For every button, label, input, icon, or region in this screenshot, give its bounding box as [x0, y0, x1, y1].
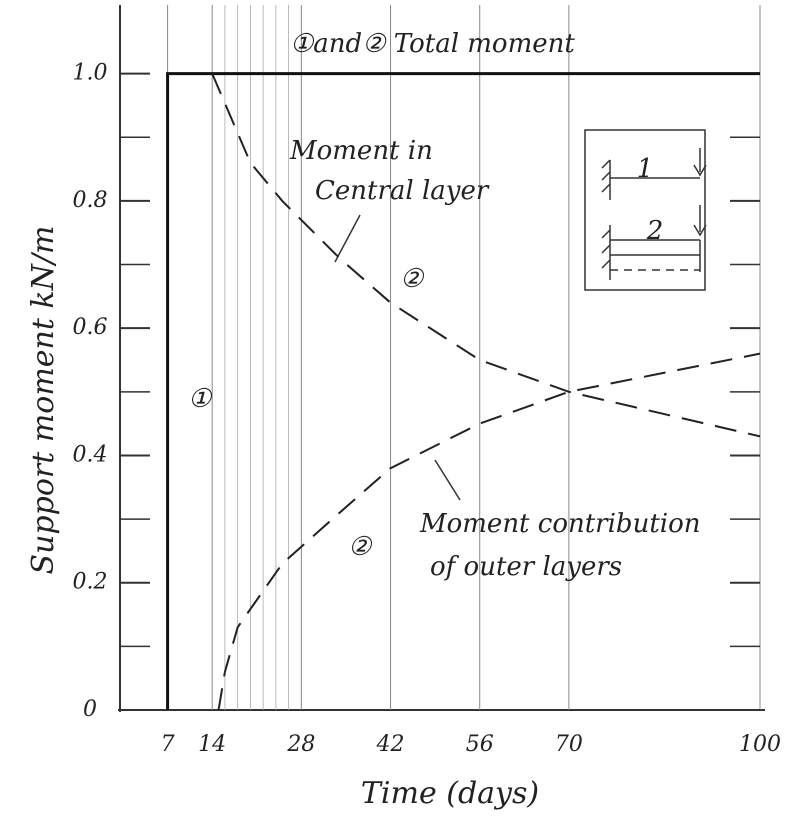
x-tick-label: 14 — [198, 732, 226, 757]
plot-frame — [118, 5, 765, 712]
annotation: Central layer — [315, 176, 490, 206]
y-tick-label: 0.4 — [73, 442, 108, 467]
inset-label: 2 — [646, 216, 664, 246]
annotation: Moment in — [289, 136, 433, 166]
annotation: ①and② Total moment — [290, 29, 575, 59]
x-tick-label: 100 — [739, 732, 781, 757]
x-tick-label: 42 — [376, 732, 405, 757]
y-tick-label: 0.2 — [73, 570, 108, 595]
x-tick-label: 56 — [466, 732, 494, 757]
inset-label: 1 — [637, 154, 654, 184]
annotation: of outer layers — [430, 552, 622, 582]
annotation: Moment contribution — [419, 509, 700, 539]
annotation: ① — [188, 384, 213, 414]
x-tick-label: 28 — [286, 732, 315, 757]
y-tick-label: 0.8 — [73, 188, 108, 213]
y-tick-label: 0.6 — [73, 315, 108, 340]
leader-lines — [335, 215, 460, 500]
annotation: ② — [400, 264, 425, 294]
y-axis-label: Support moment kN/m — [26, 226, 61, 575]
y-tick-label: 1.0 — [73, 61, 108, 86]
chart: 1 2 Time (days) Support moment kN/m 7 14 2… — [0, 0, 791, 834]
x-tick-label: 70 — [555, 732, 583, 757]
annotation: ② — [348, 532, 373, 562]
y-tick-label: 0 — [83, 697, 97, 722]
x-axis-label: Time (days) — [361, 776, 539, 811]
x-tick-label: 7 — [161, 732, 175, 757]
